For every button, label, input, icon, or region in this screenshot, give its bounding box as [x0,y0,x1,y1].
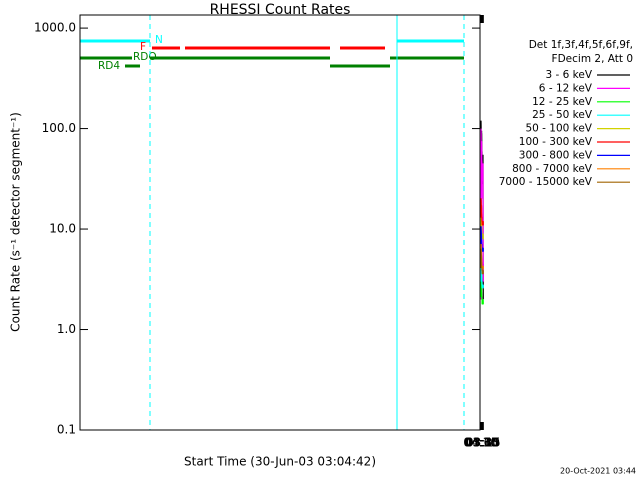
legend-label: 800 - 7000 keV [512,163,593,175]
legend-label: 7000 - 15000 keV [499,176,593,188]
y-tick-label: 10.0 [49,222,76,236]
y-tick-label: 1000.0 [34,21,76,35]
state-bars [80,39,464,68]
legend-label: 300 - 800 keV [519,149,593,161]
y-tick-label: 0.1 [57,423,76,437]
legend-header: Det 1f,3f,4f,5f,6f,9f, [529,39,633,51]
annotation: RDO [133,51,157,63]
series-line [480,248,484,275]
legend-label: 100 - 300 keV [519,136,593,148]
legend-label: 25 - 50 keV [532,109,593,121]
annotation: F [140,41,146,53]
footer: 20-Oct-2021 03:44 [560,467,636,476]
plot-frame [79,14,481,431]
legend-label: 50 - 100 keV [525,123,592,135]
x-tick-label: 03:30 [465,436,500,450]
x-tick-label: 03:45 [465,436,500,450]
y-tick-label: 1.0 [57,322,76,336]
series-line [480,198,484,226]
y-tick-label: 100.0 [42,121,76,135]
legend-label: 3 - 6 keV [545,69,592,81]
annotation: N [155,34,163,46]
legend-header: FDecim 2, Att 0 [552,53,633,65]
legend-label: 12 - 25 keV [532,96,593,108]
series-line [480,226,484,252]
chart-title: RHESSI Count Rates [210,2,351,18]
x-tick-label: 04:15 [464,436,499,450]
x-tick-label: 04:00 [464,436,499,450]
annotation: RD4 [98,60,120,72]
legend-label: 6 - 12 keV [539,82,593,94]
series-line [480,128,484,300]
x-axis-label: Start Time (30-Jun-03 03:04:42) [184,455,376,469]
x-tick-label: 03:15 [466,436,501,450]
y-axis-label: Count Rate (s⁻¹ detector segment⁻¹) [9,112,23,332]
x-tick-label: 04:30 [463,436,498,450]
